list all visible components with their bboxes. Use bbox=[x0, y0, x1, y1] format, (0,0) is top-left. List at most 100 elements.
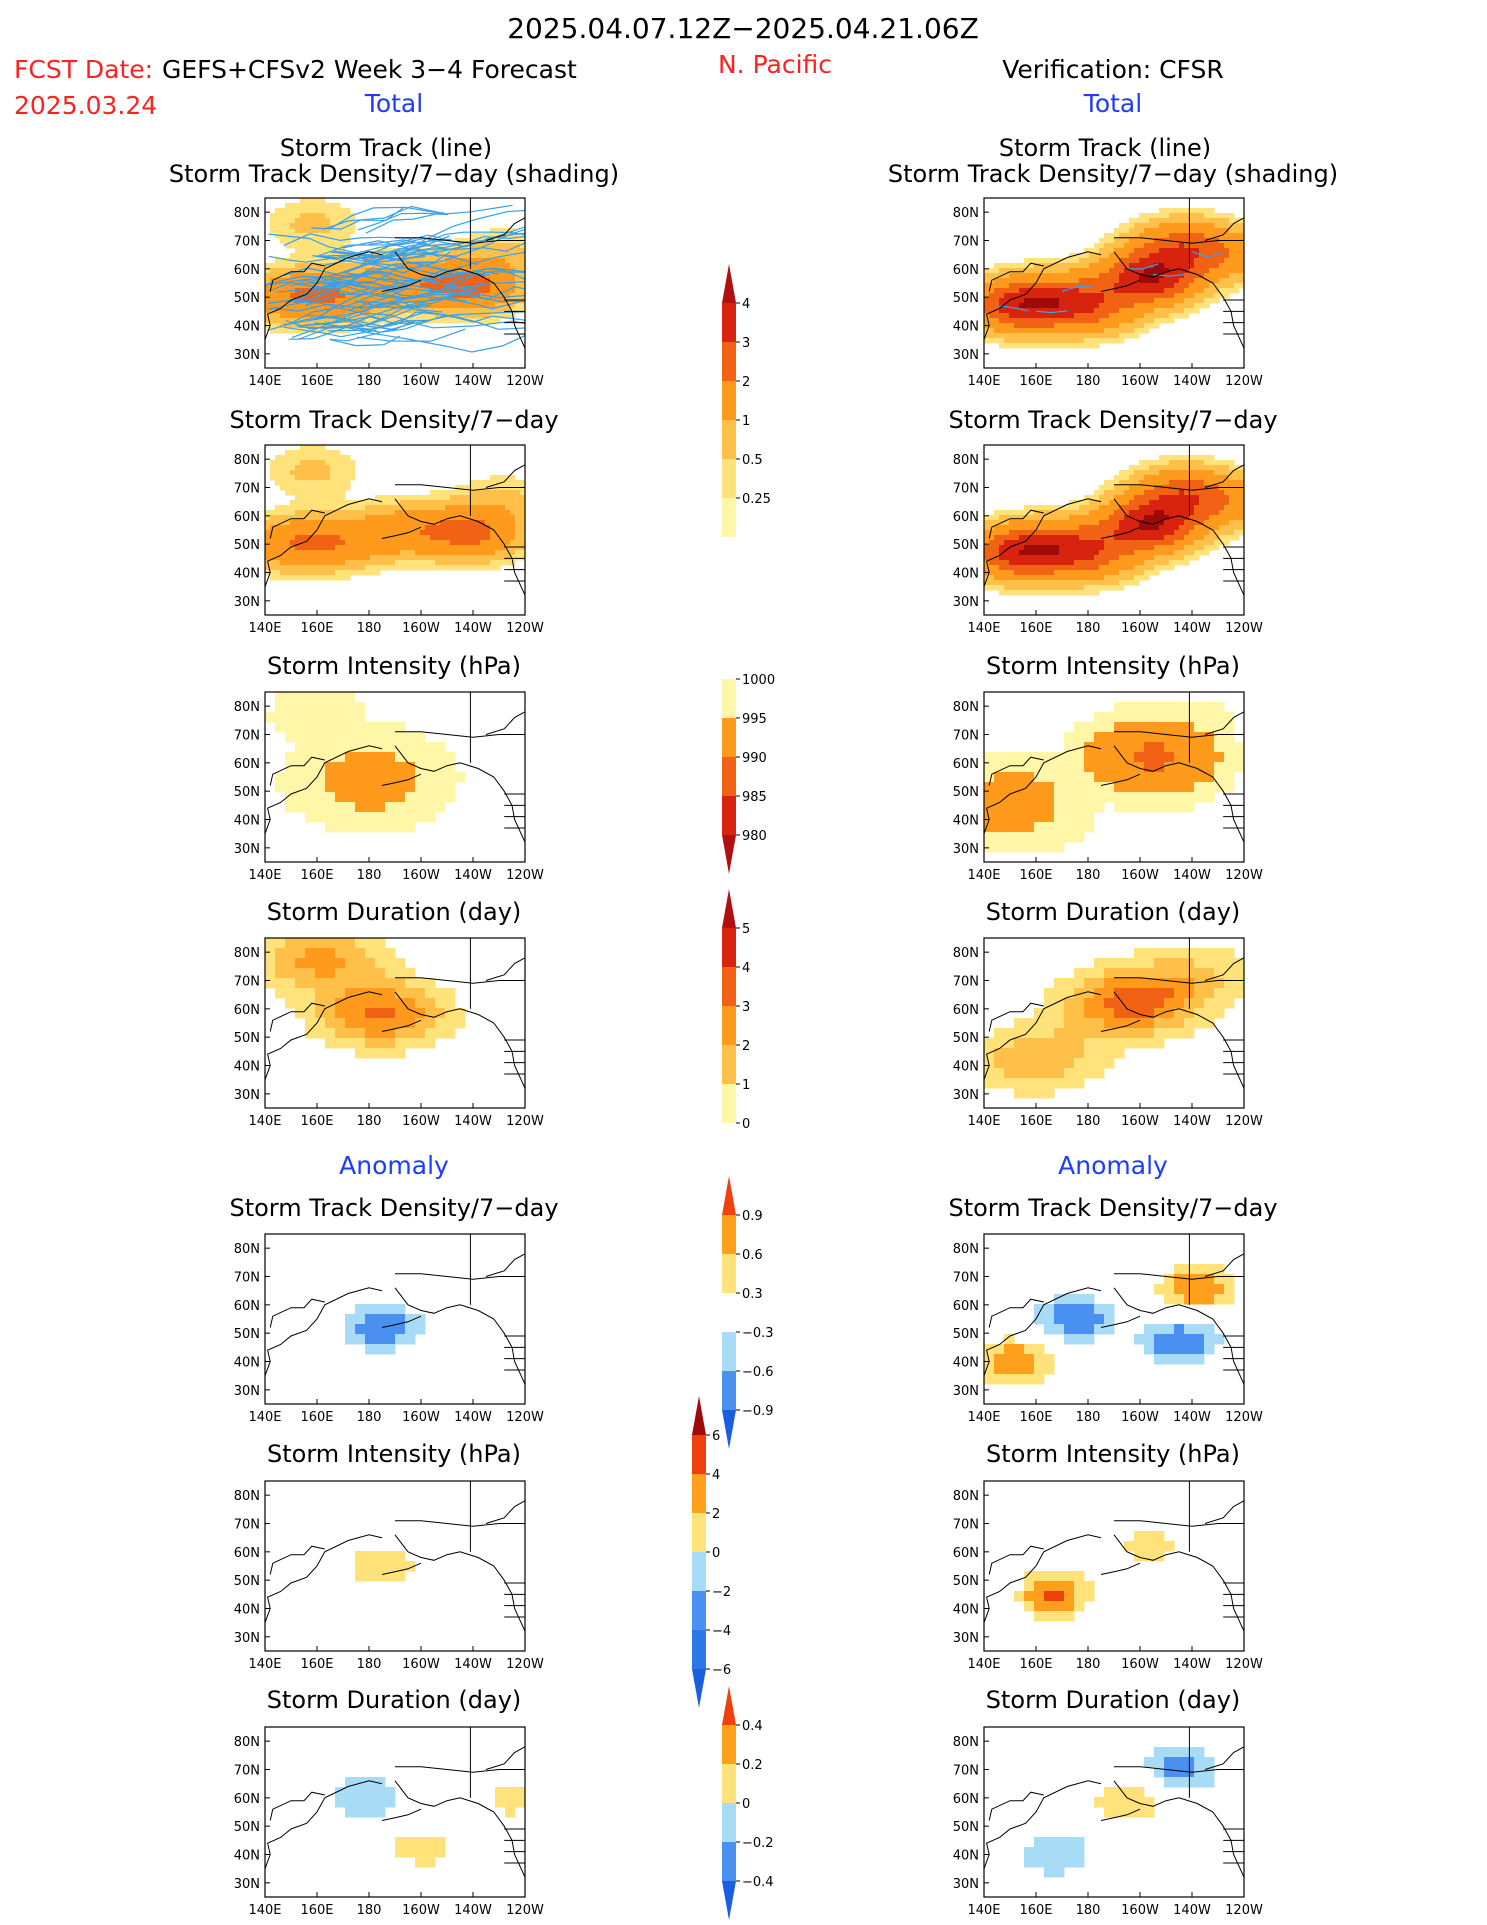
lon-tick-label: 140E bbox=[967, 1657, 1000, 1672]
lon-tick-label: 160W bbox=[402, 1114, 440, 1129]
lon-tick-label: 180 bbox=[1076, 374, 1101, 389]
panel-titles: Storm Track (line) Storm Track Density/7… bbox=[169, 134, 1338, 1714]
title-vf-track-line: Storm Track (line) bbox=[999, 134, 1211, 162]
lat-tick-label: 30N bbox=[953, 842, 979, 857]
title-fc-density-anom: Storm Track Density/7−day bbox=[229, 1194, 558, 1222]
colorbar-bottom-arrow bbox=[722, 537, 736, 576]
lon-tick-label: 120W bbox=[1225, 1657, 1263, 1672]
section-anomaly-left: Anomaly bbox=[339, 1151, 449, 1180]
title-fc-track-line: Storm Track (line) bbox=[280, 134, 492, 162]
title-fc-track-shading: Storm Track Density/7−day (shading) bbox=[169, 160, 619, 188]
lat-tick-label: 80N bbox=[953, 1489, 979, 1504]
lon-tick-label: 140E bbox=[967, 1903, 1000, 1918]
colorbar-label: 995 bbox=[742, 712, 767, 727]
map-frame bbox=[983, 444, 1245, 616]
lat-tick-label: 40N bbox=[953, 1060, 979, 1075]
lat-tick-label: 50N bbox=[953, 291, 979, 306]
title-fc-intensity: Storm Intensity (hPa) bbox=[267, 652, 521, 680]
map-verification-row-6: 140E 160E 180 160W 140W 120W 80N 70N 60N 50N 40N 30… bbox=[953, 1480, 1263, 1672]
lon-tick-label: 140E bbox=[248, 621, 281, 636]
lon-tick-label: 160W bbox=[1121, 1114, 1159, 1129]
colorbar-label: 0.6 bbox=[742, 1248, 763, 1263]
shading bbox=[984, 455, 1244, 596]
lon-tick-label: 180 bbox=[1076, 621, 1101, 636]
map-verification-row-4: 140E 160E 180 160W 140W 120W 80N 70N 60N 50N 40N 30… bbox=[953, 937, 1263, 1129]
shading bbox=[355, 1551, 416, 1582]
lat-tick-label: 50N bbox=[234, 1574, 260, 1589]
colorbar-segment bbox=[692, 1552, 706, 1591]
colorbar-segment bbox=[722, 1215, 736, 1254]
coastlines bbox=[984, 198, 1244, 349]
lon-tick-label: 140W bbox=[454, 868, 492, 883]
shading bbox=[265, 938, 466, 1059]
lon-tick-label: 160W bbox=[1121, 868, 1159, 883]
lon-tick-label: 180 bbox=[1076, 1114, 1101, 1129]
title-vf-intensity: Storm Intensity (hPa) bbox=[986, 652, 1240, 680]
coastlines bbox=[265, 1234, 525, 1385]
lat-tick-label: 50N bbox=[234, 1820, 260, 1835]
lat-tick-label: 30N bbox=[234, 595, 260, 610]
shading bbox=[345, 1304, 426, 1355]
model-title: GEFS+CFSv2 Week 3−4 Forecast bbox=[162, 55, 577, 84]
map-forecast-row-4: 140E 160E 180 160W 140W 120W 80N 70N 60N 50N 40N 30… bbox=[234, 937, 544, 1129]
lat-tick-label: 40N bbox=[953, 814, 979, 829]
title-fc-intensity-anom: Storm Intensity (hPa) bbox=[267, 1440, 521, 1468]
colorbar-label: 2 bbox=[742, 375, 750, 390]
lat-tick-label: 40N bbox=[953, 1356, 979, 1371]
lat-tick-label: 30N bbox=[953, 1631, 979, 1646]
lat-tick-label: 80N bbox=[953, 206, 979, 221]
colorbar-segment bbox=[722, 1371, 736, 1410]
colorbar-duration-total: 5 4 3 2 1 0 bbox=[722, 889, 750, 1162]
lat-tick-label: 30N bbox=[953, 1384, 979, 1399]
lat-tick-label: 80N bbox=[234, 946, 260, 961]
colorbar-segment bbox=[722, 342, 736, 381]
lat-tick-label: 60N bbox=[953, 757, 979, 772]
lon-tick-label: 120W bbox=[1225, 1114, 1263, 1129]
lat-tick-label: 50N bbox=[234, 1327, 260, 1342]
section-total-right: Total bbox=[1083, 89, 1142, 118]
title-vf-duration: Storm Duration (day) bbox=[986, 898, 1241, 926]
lon-tick-label: 160W bbox=[1121, 1657, 1159, 1672]
lat-tick-label: 40N bbox=[953, 1849, 979, 1864]
lon-tick-label: 160W bbox=[1121, 1903, 1159, 1918]
lon-tick-label: 160E bbox=[300, 1410, 333, 1425]
lon-tick-label: 140E bbox=[248, 1410, 281, 1425]
colorbar-label: −0.9 bbox=[742, 1404, 774, 1419]
colorbar-segment bbox=[722, 1293, 736, 1332]
lon-tick-label: 120W bbox=[506, 1114, 544, 1129]
section-anomaly-right: Anomaly bbox=[1058, 1151, 1168, 1180]
lon-tick-label: 140E bbox=[248, 1657, 281, 1672]
title-vf-duration-anom: Storm Duration (day) bbox=[986, 1686, 1241, 1714]
lon-tick-label: 120W bbox=[506, 868, 544, 883]
colorbar-label: 2 bbox=[712, 1507, 720, 1522]
lat-tick-label: 60N bbox=[234, 757, 260, 772]
lon-tick-label: 140W bbox=[454, 1410, 492, 1425]
colorbar-density-total: 4 3 2 1 0.5 0.25 bbox=[722, 264, 771, 576]
colorbar-label: 6 bbox=[712, 1429, 720, 1444]
lat-tick-label: 30N bbox=[953, 1088, 979, 1103]
lon-tick-label: 160E bbox=[1019, 1657, 1052, 1672]
colorbar-segment bbox=[722, 679, 736, 718]
lon-tick-label: 140W bbox=[454, 1114, 492, 1129]
lon-tick-label: 180 bbox=[357, 1114, 382, 1129]
colorbar-bottom-arrow bbox=[722, 1881, 736, 1920]
lat-tick-label: 30N bbox=[234, 1877, 260, 1892]
coastlines bbox=[265, 1727, 525, 1878]
colorbar-label: −2 bbox=[712, 1585, 731, 1600]
map-forecast-row-5: 140E 160E 180 160W 140W 120W 80N 70N 60N 50N 40N 30… bbox=[234, 1233, 544, 1425]
lat-tick-label: 40N bbox=[234, 1603, 260, 1618]
lat-tick-label: 50N bbox=[953, 538, 979, 553]
lon-tick-label: 140E bbox=[967, 868, 1000, 883]
shading bbox=[1014, 1531, 1175, 1622]
lon-tick-label: 160E bbox=[300, 1114, 333, 1129]
colorbar-label: −6 bbox=[712, 1663, 731, 1678]
colorbar-segment bbox=[722, 1006, 736, 1045]
fcst-date-value: 2025.03.24 bbox=[14, 91, 157, 120]
lat-tick-label: 80N bbox=[234, 1735, 260, 1750]
lon-tick-label: 160E bbox=[1019, 1410, 1052, 1425]
lat-tick-label: 30N bbox=[234, 1088, 260, 1103]
verification-title: Verification: CFSR bbox=[1002, 55, 1223, 84]
map-frame bbox=[264, 691, 526, 863]
colorbar-label: 980 bbox=[742, 829, 767, 844]
map-verification-row-3: 140E 160E 180 160W 140W 120W 80N 70N 60N 50N 40N 30… bbox=[953, 691, 1263, 883]
